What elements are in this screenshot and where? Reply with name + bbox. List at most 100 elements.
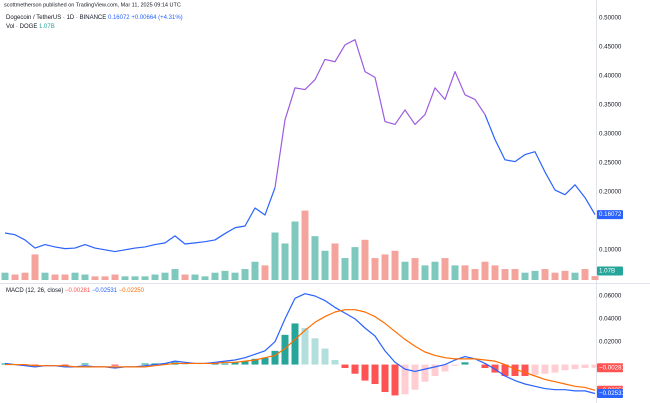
volume-bar — [491, 265, 499, 280]
macd-title: MACD (12, 26, close) — [6, 288, 63, 294]
volume-bar — [371, 258, 379, 280]
volume-value: 1.07B — [39, 24, 55, 30]
y-tick-label: 0.20000 — [599, 188, 622, 195]
volume-bar — [161, 272, 169, 280]
macd-histogram-bar — [581, 364, 589, 368]
volume-bar — [341, 258, 349, 280]
macd-histogram-bar — [311, 338, 319, 365]
signal-value: −0.02250 — [119, 288, 145, 294]
hist-label-box — [597, 363, 623, 373]
hist-value: −0.00281 — [65, 288, 91, 294]
volume-bar — [381, 254, 389, 280]
macd-histogram-bar — [321, 348, 329, 365]
volume-bar — [321, 250, 329, 280]
y-tick-label: 0.35000 — [599, 101, 622, 108]
volume-bar — [581, 269, 589, 280]
y-tick-label: 0.25000 — [599, 159, 622, 166]
volume-bar — [451, 265, 459, 280]
price-line — [484, 114, 596, 215]
macd-tick-label: 0.02000 — [599, 338, 622, 345]
volume-bar — [481, 261, 489, 280]
volume-bar — [571, 272, 579, 280]
macd-histogram-bar — [501, 364, 509, 376]
macd-histogram-bar — [591, 364, 599, 368]
macd-histogram-bar — [401, 364, 409, 395]
macd-histogram-bar — [481, 364, 489, 368]
volume-bar — [251, 261, 259, 280]
volume-bar — [51, 274, 59, 280]
volume-bar — [131, 276, 139, 280]
volume-bar — [181, 274, 189, 280]
volume-bar — [551, 272, 559, 280]
macd-histogram-bar — [291, 323, 299, 365]
volume-bar — [61, 274, 69, 280]
volume-bar — [441, 258, 449, 280]
macd-histogram-bar — [571, 364, 579, 370]
volume-bar — [291, 221, 299, 280]
volume-bar — [1, 272, 9, 280]
volume-bar — [391, 250, 399, 280]
volume-bar — [191, 274, 199, 280]
macd-histogram-bar — [461, 362, 469, 365]
macd-legend: MACD (12, 26, close) −0.00281 −0.02531 −… — [6, 288, 145, 294]
macd-histogram-bar — [531, 364, 539, 375]
last-price: 0.16072 — [108, 15, 130, 21]
macd-histogram-bar — [351, 364, 359, 374]
macd-histogram-bar — [431, 364, 439, 376]
y-tick-label: 0.50000 — [599, 14, 622, 21]
volume-bar — [21, 272, 29, 280]
macd-histogram-bar — [541, 364, 549, 374]
volume-title: Vol · DOGE — [6, 24, 37, 30]
y-tick-label: 0.10000 — [599, 246, 622, 253]
macd-histogram-bar — [341, 364, 349, 368]
volume-bar — [141, 276, 149, 280]
macd-label: −0.02531 — [599, 390, 626, 397]
volume-bar — [101, 276, 109, 280]
volume-bar — [301, 210, 309, 280]
macd-histogram-bar — [421, 364, 429, 382]
macd-line — [5, 309, 596, 391]
macd-histogram-bar — [271, 350, 279, 365]
volume-bar — [531, 270, 539, 280]
macd-histogram-bar — [281, 334, 289, 365]
volume-bar — [211, 272, 219, 280]
price-label: 0.16072 — [599, 211, 622, 218]
macd-histogram-bar — [551, 364, 559, 373]
volume-bar — [561, 270, 569, 280]
volume-bar — [471, 269, 479, 280]
volume-label: 1.07B — [599, 268, 615, 275]
macd-tick-label: 0.06000 — [599, 293, 622, 300]
volume-bar — [361, 239, 369, 280]
volume-bar — [511, 269, 519, 280]
volume-bar — [231, 272, 239, 280]
macd-histogram-bar — [451, 364, 459, 366]
y-tick-label: 0.45000 — [599, 43, 622, 50]
macd-histogram-bar — [301, 328, 309, 365]
macd-histogram-bar — [561, 364, 569, 371]
volume-bar — [171, 269, 179, 280]
macd-value: −0.02531 — [92, 288, 118, 294]
macd-histogram-bar — [511, 364, 519, 376]
volume-bar — [281, 243, 289, 280]
volume-bar — [81, 274, 89, 280]
macd-histogram-bar — [241, 361, 249, 365]
volume-bar — [241, 269, 249, 280]
volume-bar — [331, 243, 339, 280]
volume-bar — [311, 236, 319, 280]
macd-histogram-bar — [411, 364, 419, 390]
attribution: scottmetherson published on TradingView.… — [4, 2, 181, 8]
volume-bar — [421, 265, 429, 280]
volume-bar — [11, 274, 19, 280]
macd-histogram-bar — [521, 364, 529, 376]
price-label-box — [597, 210, 623, 220]
y-tick-label: 0.40000 — [599, 72, 622, 79]
macd-tick-label: 0.04000 — [599, 315, 622, 322]
macd-histogram-bar — [381, 364, 389, 392]
symbol-title: Dogecoin / TetherUS · 1D · BINANCE 0.160… — [6, 15, 183, 21]
volume-bar — [411, 258, 419, 280]
volume-bar — [261, 265, 269, 280]
volume-bar — [461, 265, 469, 280]
macd-histogram-bar — [331, 360, 339, 365]
y-tick-label: 0.30000 — [599, 130, 622, 137]
